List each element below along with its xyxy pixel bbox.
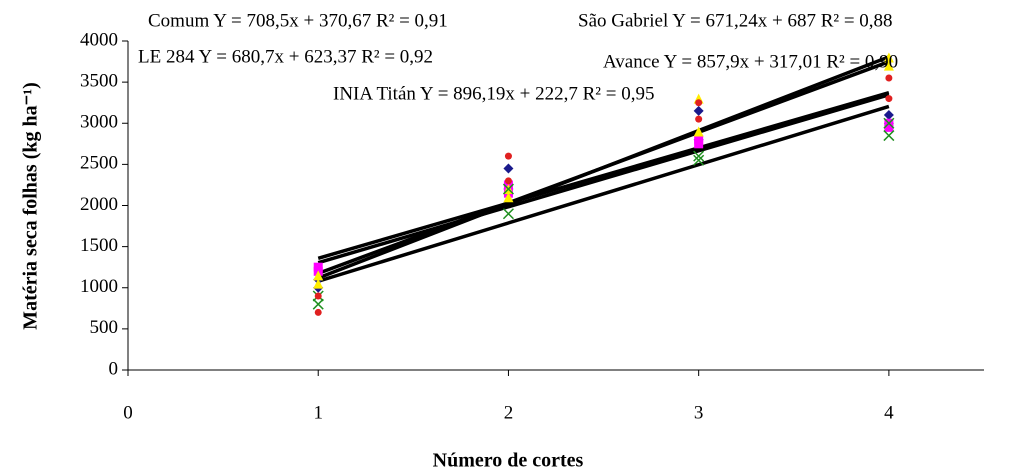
x-axis-title: Número de cortes xyxy=(433,450,584,472)
y-tick-label: 2000 xyxy=(80,194,118,215)
point xyxy=(502,183,514,195)
trendline-equation: Avance Y = 857,9x + 317,01 R² = 0,90 xyxy=(603,51,898,72)
trendline xyxy=(317,55,890,280)
y-tick-label: 2500 xyxy=(80,153,118,174)
point xyxy=(883,117,895,129)
y-tick-label: 1000 xyxy=(80,276,118,297)
point xyxy=(883,130,895,142)
y-tick-label: 500 xyxy=(90,317,119,338)
point xyxy=(693,126,704,137)
point xyxy=(314,308,322,316)
x-tick-label: 2 xyxy=(504,402,514,423)
trendline xyxy=(317,90,890,260)
y-tick-label: 0 xyxy=(109,358,119,379)
point xyxy=(693,154,705,166)
x-tick-label: 0 xyxy=(123,402,133,423)
trendline-equation: Comum Y = 708,5x + 370,67 R² = 0,91 xyxy=(148,10,448,31)
point xyxy=(883,52,894,63)
point xyxy=(695,99,703,107)
point xyxy=(884,122,894,132)
y-tick-label: 3000 xyxy=(80,112,118,133)
trendline xyxy=(317,93,890,265)
point xyxy=(314,292,322,300)
point xyxy=(885,74,893,82)
x-tick-label: 3 xyxy=(694,402,704,423)
x-tick-label: 1 xyxy=(313,402,323,423)
point xyxy=(693,105,704,116)
y-axis-title: Matéria seca folhas (kg ha⁻¹) xyxy=(20,82,42,330)
y-tick-label: 3500 xyxy=(80,70,118,91)
y-tick-label: 1500 xyxy=(80,235,118,256)
point xyxy=(313,270,324,281)
point xyxy=(504,177,512,185)
point xyxy=(883,60,894,71)
point xyxy=(312,298,324,310)
trendline-equation: INIA Titán Y = 896,19x + 222,7 R² = 0,95 xyxy=(333,83,654,104)
point xyxy=(313,278,324,289)
y-tick-label: 4000 xyxy=(80,29,118,50)
point xyxy=(695,115,703,123)
point xyxy=(693,150,705,162)
point xyxy=(883,110,894,121)
point xyxy=(694,139,704,149)
x-tick-label: 4 xyxy=(884,402,894,423)
point xyxy=(503,192,514,203)
point xyxy=(885,95,893,103)
trendline-equation: LE 284 Y = 680,7x + 623,37 R² = 0,92 xyxy=(138,46,433,67)
trendline-equation: São Gabriel Y = 671,24x + 687 R² = 0,88 xyxy=(578,10,893,31)
point xyxy=(502,208,514,220)
point xyxy=(504,152,512,160)
trendline xyxy=(317,104,890,283)
point xyxy=(503,163,514,174)
